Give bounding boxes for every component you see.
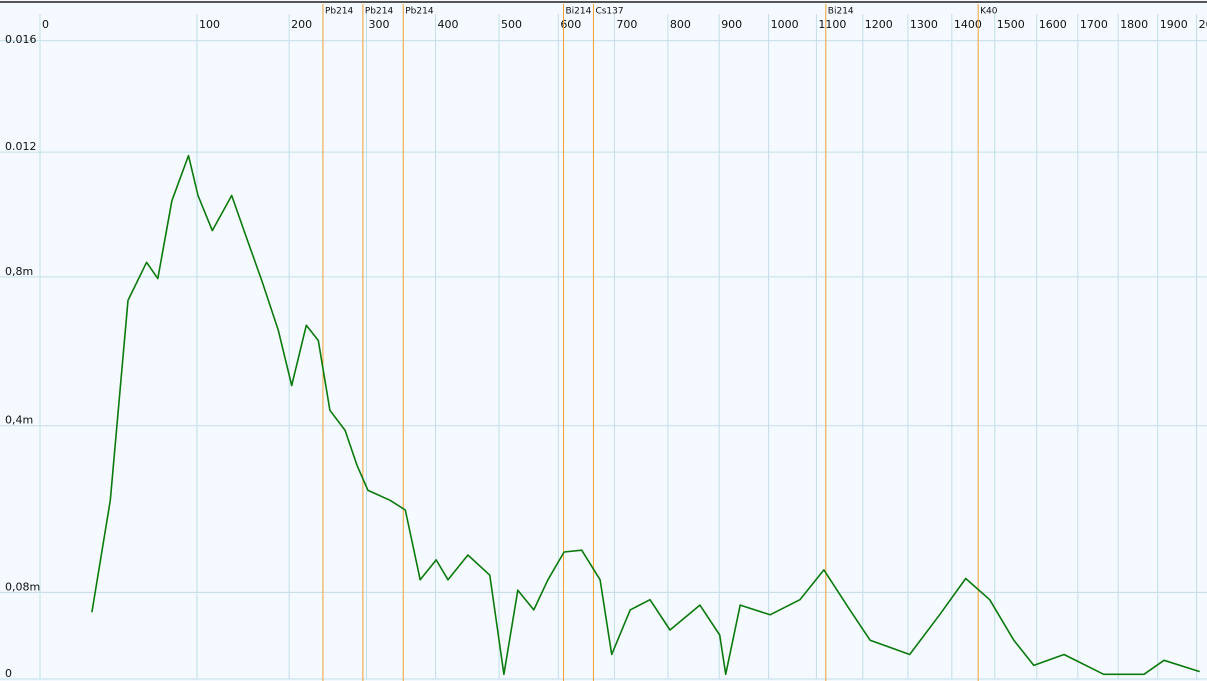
x-tick-label: 400 bbox=[438, 18, 459, 31]
x-tick-label: 1900 bbox=[1160, 18, 1188, 31]
x-tick-label: 500 bbox=[501, 18, 522, 31]
marker-label: Pb214 bbox=[325, 7, 354, 17]
y-tick-label: 0,4m bbox=[5, 414, 33, 427]
x-tick-label: 1300 bbox=[910, 18, 938, 31]
x-tick-label: 700 bbox=[616, 18, 637, 31]
x-tick-label: 200 bbox=[291, 18, 312, 31]
x-tick-label: 1000 bbox=[771, 18, 799, 31]
x-tick-label: 1600 bbox=[1039, 18, 1067, 31]
marker-label: Bi214 bbox=[565, 7, 591, 17]
x-tick-label: 1800 bbox=[1120, 18, 1148, 31]
y-tick-label: 0,8m bbox=[5, 265, 33, 278]
y-tick-label: 0.012 bbox=[5, 140, 37, 153]
marker-label: Bi214 bbox=[828, 7, 854, 17]
marker-label: Pb214 bbox=[365, 7, 394, 17]
x-tick-label: 1400 bbox=[954, 18, 982, 31]
marker-label: Pb214 bbox=[405, 7, 434, 17]
y-tick-label: 0 bbox=[5, 667, 12, 680]
x-tick-label: 300 bbox=[369, 18, 390, 31]
x-tick-label: 1500 bbox=[997, 18, 1025, 31]
x-tick-label: 600 bbox=[560, 18, 581, 31]
x-tick-label: 900 bbox=[721, 18, 742, 31]
x-tick-label: 1100 bbox=[818, 18, 846, 31]
series-line bbox=[91, 154, 1200, 676]
x-tick-label: 1200 bbox=[865, 18, 893, 31]
y-tick-label: 0,08m bbox=[5, 580, 40, 593]
marker-label: Cs137 bbox=[595, 7, 623, 17]
x-tick-label: 2000 bbox=[1199, 18, 1207, 31]
y-tick-label: 0.016 bbox=[5, 33, 37, 46]
x-tick-label: 0 bbox=[42, 18, 49, 31]
x-tick-label: 100 bbox=[199, 18, 220, 31]
marker-label: K40 bbox=[980, 7, 998, 17]
x-tick-label: 800 bbox=[670, 18, 691, 31]
x-tick-label: 1700 bbox=[1080, 18, 1108, 31]
